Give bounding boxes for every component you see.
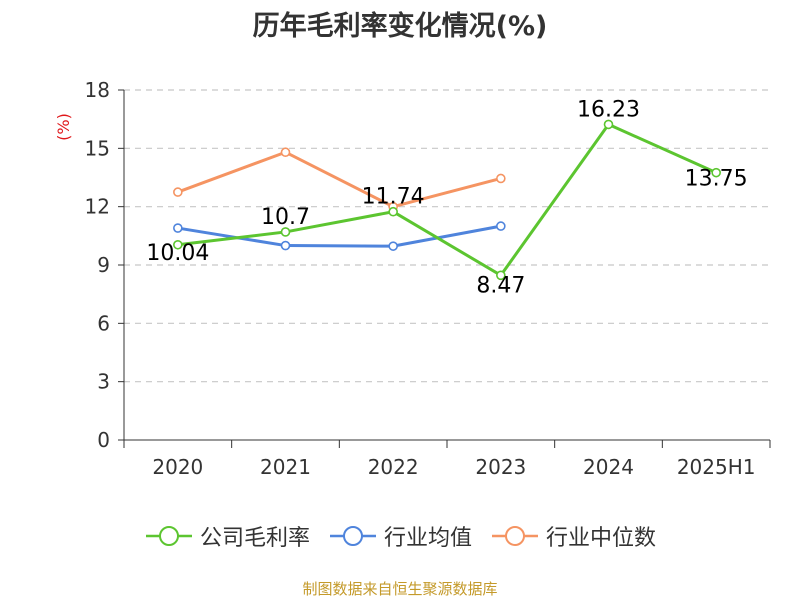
data-label: 16.23 xyxy=(577,97,640,122)
y-tick-label: 6 xyxy=(97,311,110,335)
data-source-note: 制图数据来自恒生聚源数据库 xyxy=(302,580,498,598)
y-tick-label: 3 xyxy=(97,370,110,394)
legend-label: 公司毛利率 xyxy=(199,526,310,551)
data-point xyxy=(711,167,721,178)
legend-label: 行业均值 xyxy=(383,526,472,551)
y-tick-label: 9 xyxy=(97,253,110,277)
y-tick-label: 15 xyxy=(85,136,110,160)
data-label: 10.7 xyxy=(261,205,310,230)
legend-item[interactable]: 公司毛利率 xyxy=(144,520,310,552)
x-tick-label: 2023 xyxy=(475,455,526,479)
legend-marker-icon xyxy=(492,526,538,546)
data-point xyxy=(603,119,614,130)
data-point xyxy=(496,173,506,184)
data-point xyxy=(388,241,398,251)
data-point xyxy=(173,223,183,233)
legend-label: 行业中位数 xyxy=(546,526,657,551)
data-point xyxy=(173,239,183,250)
y-tick-label: 0 xyxy=(97,428,110,452)
x-tick-label: 2020 xyxy=(152,455,203,479)
series-line xyxy=(177,122,717,277)
y-tick-label: 12 xyxy=(85,195,110,219)
x-tick-label: 2024 xyxy=(583,455,634,479)
legend-item[interactable]: 行业中位数 xyxy=(490,520,656,552)
legend-marker-icon xyxy=(145,526,192,546)
data-point xyxy=(496,270,506,281)
x-tick-label: 2022 xyxy=(368,455,419,479)
legend: 公司毛利率 行业均值 行业中位数 xyxy=(0,518,800,554)
chart-title: 历年毛利率变化情况(%) xyxy=(252,11,548,42)
x-tick-label: 2025H1 xyxy=(677,455,756,479)
y-axis-label: (%) xyxy=(54,113,73,141)
series-line xyxy=(177,150,502,209)
data-point xyxy=(496,221,506,231)
legend-marker-icon xyxy=(329,526,376,546)
data-label: 13.75 xyxy=(685,167,748,192)
legend-item[interactable]: 行业均值 xyxy=(328,520,472,552)
series-line xyxy=(177,224,502,248)
data-point xyxy=(280,240,291,251)
y-tick-label: 18 xyxy=(85,78,110,102)
data-point xyxy=(173,187,183,197)
x-tick-label: 2021 xyxy=(260,455,311,479)
data-point xyxy=(280,227,291,237)
data-label: 11.74 xyxy=(362,185,425,210)
data-point xyxy=(280,147,291,158)
data-label: 10.04 xyxy=(146,241,209,266)
data-label: 8.47 xyxy=(476,273,525,298)
data-point xyxy=(388,206,398,217)
